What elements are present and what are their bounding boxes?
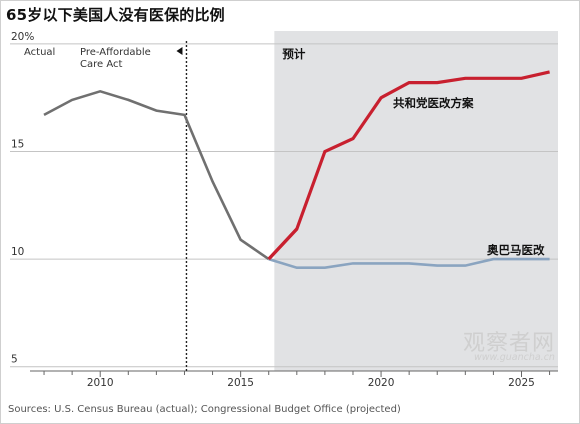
pre-aca-arrow-icon <box>176 47 183 55</box>
x-tick-label: 2010 <box>87 377 114 389</box>
pre-aca-label-line1: Pre-Affordable <box>80 47 151 58</box>
forecast-region <box>274 31 558 371</box>
y-tick-label: 5 <box>11 354 18 366</box>
watermark-logo-text: 观察者网 <box>463 331 556 356</box>
y-tick-label: 15 <box>11 139 24 151</box>
y-tick-label: 20% <box>11 31 34 43</box>
x-tick-label: 2020 <box>368 377 395 389</box>
chart-title: 65岁以下美国人没有医保的比例 <box>6 6 225 24</box>
y-tick-label: 10 <box>11 246 24 258</box>
x-tick-label: 2025 <box>508 377 535 389</box>
pre-aca-label-line2: Care Act <box>80 59 122 70</box>
series-line-actual <box>43 89 270 261</box>
series-line-repeal-plan-start <box>267 227 298 261</box>
series-line-obamacare <box>268 257 550 269</box>
x-tick-label: 2015 <box>227 377 254 389</box>
repeal-plan-label: 共和党医改方案 <box>393 96 474 110</box>
obamacare-label: 奥巴马医改 <box>486 243 545 257</box>
forecast-label: 预计 <box>282 47 305 61</box>
series-line-repeal-plan <box>267 70 550 261</box>
source-note: Sources: U.S. Census Bureau (actual); Co… <box>8 404 401 415</box>
actual-label: Actual <box>24 47 55 58</box>
watermark-url: www.guancha.cn <box>474 352 555 363</box>
